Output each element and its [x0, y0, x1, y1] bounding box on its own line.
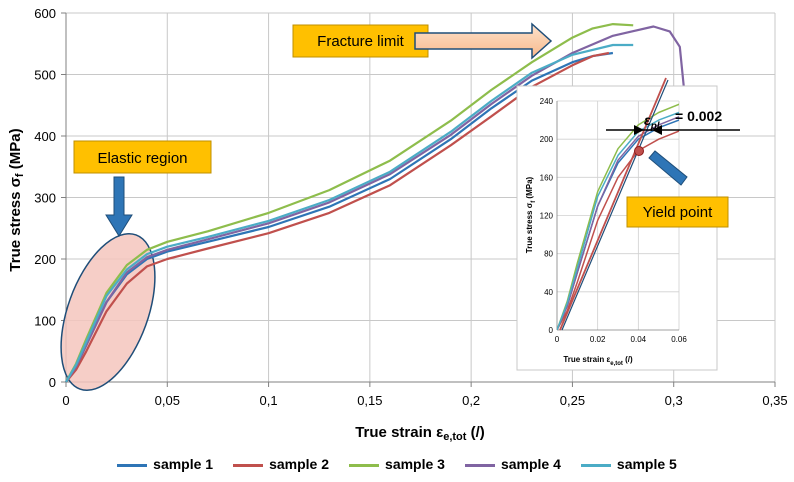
yield-point-marker: [634, 146, 644, 156]
y-tick-label: 400: [34, 129, 56, 144]
inset-y-tick-label: 160: [540, 173, 554, 182]
fracture-limit-label: Fracture limit: [317, 33, 405, 50]
fracture-arrow: [414, 22, 553, 60]
offset-symbol: εpl: [644, 112, 660, 132]
inset-y-tick-label: 40: [544, 288, 553, 297]
legend-swatch: [464, 463, 495, 467]
inset-y-tick-label: 120: [540, 212, 554, 221]
main-axes: 0 0,05 0,1 0,15 0,2 0,25 0,3 0,3501002003004005…: [34, 6, 787, 408]
y-axis-label: True stress σf (MPa): [7, 128, 26, 271]
y-tick-label: 600: [34, 6, 56, 21]
legend-swatch: [580, 463, 611, 467]
inset-x-tick-label: 0.02: [590, 335, 606, 344]
elastic-region-label: Elastic region: [97, 150, 187, 167]
y-tick-label: 100: [34, 314, 56, 329]
y-tick-label: 0: [49, 375, 56, 390]
inset-panel: [516, 85, 718, 371]
legend: sample 1 sample 2 sample 3 sample 4 sample 5: [0, 456, 794, 472]
offset-label: = 0.002: [675, 108, 722, 124]
elastic-region-box: [73, 140, 212, 174]
offset-line-blue: [561, 79, 669, 331]
series-line-sample-2: [65, 51, 610, 383]
legend-label: sample 2: [269, 456, 330, 472]
x-axis-label: True strain εe,tot (/): [355, 424, 485, 443]
legend-swatch: [349, 463, 380, 467]
x-tick-label: 0,1: [260, 393, 278, 408]
series-line-sample-4: [65, 25, 685, 383]
series-line-sample-5: [65, 43, 634, 383]
offset-arrow-right: [652, 125, 662, 135]
x-tick-label: 0,2: [462, 393, 480, 408]
legend-item-sample-3: sample 3: [349, 456, 445, 472]
legend-swatch: [233, 463, 264, 467]
offset-arrow-left: [634, 125, 644, 135]
series-line-sample-3: [65, 23, 634, 383]
offset-line-red: [559, 77, 667, 331]
inset-y-tick-label: 240: [540, 97, 554, 106]
legend-label: sample 3: [385, 456, 445, 472]
inset-y-tick-label: 80: [544, 250, 553, 259]
legend-label: sample 5: [616, 456, 677, 472]
y-tick-label: 200: [34, 252, 56, 267]
legend-item-sample-5: sample 5: [580, 456, 677, 472]
inset-y-tick-label: 200: [540, 135, 554, 144]
inset-series-line-sample-5: [557, 111, 679, 330]
inset-series-line-sample-4: [557, 115, 679, 330]
x-tick-label: 0: [62, 393, 69, 408]
yield-point-label: Yield point: [643, 204, 713, 221]
y-tick-label: 300: [34, 191, 56, 206]
x-tick-label: 0,15: [357, 393, 382, 408]
inset-x-tick-label: 0: [555, 335, 560, 344]
inset-x-tick-label: 0.06: [671, 335, 687, 344]
inset-axes: 0 0.02 0.04 0.06 0 40 80 120 160 200 240: [540, 97, 688, 344]
x-tick-label: 0,35: [762, 393, 787, 408]
elastic-region-ellipse: [60, 232, 156, 392]
elastic-arrow: [105, 176, 133, 237]
legend-item-sample-1: sample 1: [117, 456, 213, 472]
inset-series-line-sample-2: [557, 130, 679, 330]
main-series: [65, 23, 685, 383]
y-tick-label: 500: [34, 68, 56, 83]
x-tick-label: 0,05: [155, 393, 180, 408]
x-tick-label: 0,3: [665, 393, 683, 408]
x-tick-label: 0,25: [560, 393, 585, 408]
legend-label: sample 4: [500, 456, 561, 472]
legend-swatch: [117, 463, 148, 467]
legend-label: sample 1: [153, 456, 214, 472]
legend-item-sample-4: sample 4: [464, 456, 561, 472]
yield-arrow: [648, 150, 688, 186]
legend-item-sample-2: sample 2: [233, 456, 329, 472]
inset-x-tick-label: 0.04: [631, 335, 647, 344]
yield-point-box: [626, 196, 729, 228]
inset-y-tick-label: 0: [549, 326, 554, 335]
fracture-limit-box: [292, 24, 429, 58]
